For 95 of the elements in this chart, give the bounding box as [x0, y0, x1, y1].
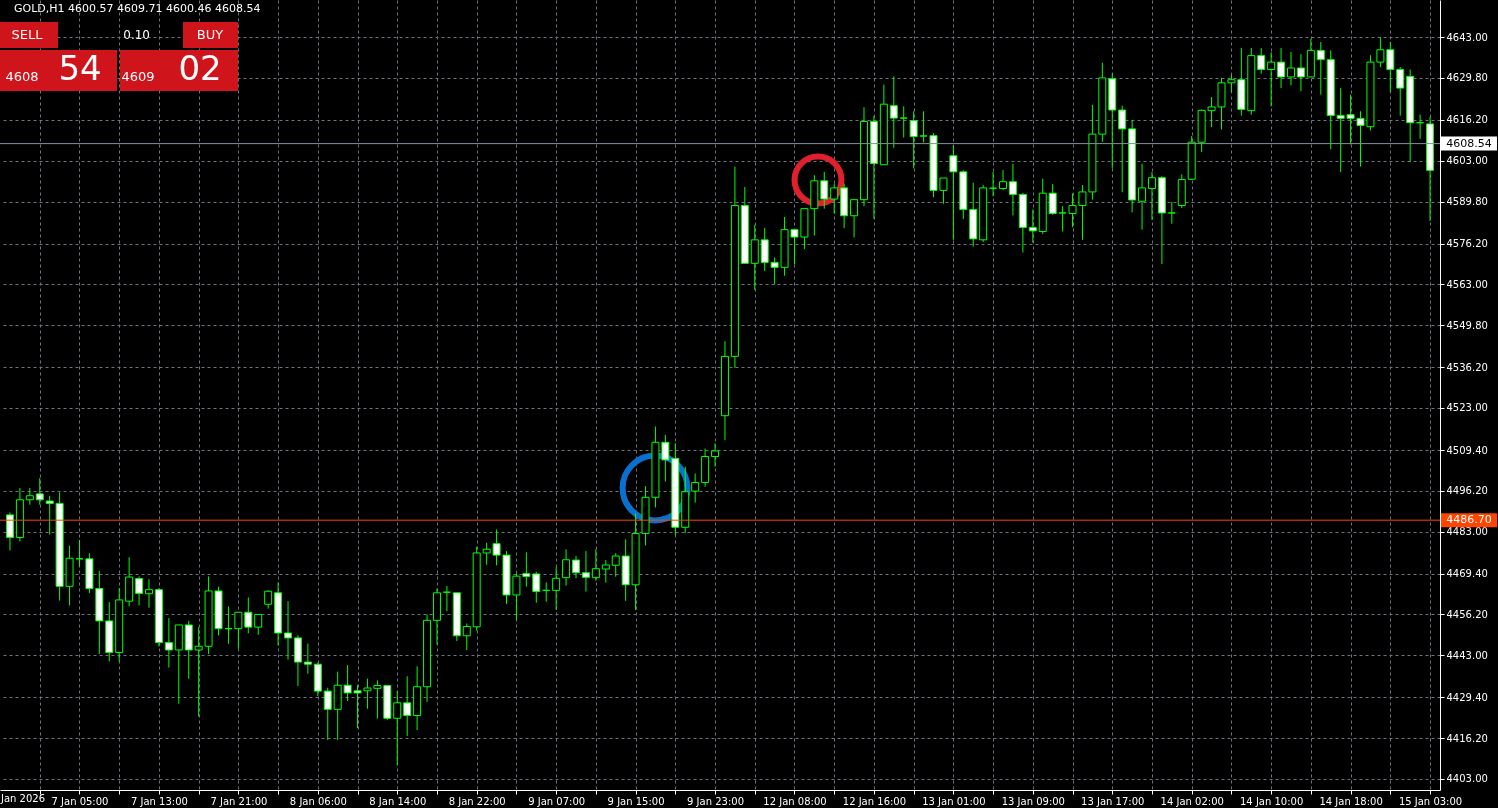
ref-line-label: 4486.70	[1446, 513, 1492, 527]
x-tick-label: 14 Jan 02:00	[1160, 795, 1224, 807]
candlestick	[1277, 47, 1286, 89]
x-tick-label: 9 Jan 07:00	[528, 795, 586, 807]
y-tick-label: 4536.20	[1446, 361, 1488, 373]
y-tick-label: 4643.00	[1446, 31, 1488, 43]
candlestick	[1058, 205, 1067, 232]
x-tick-label: 7 Jan 13:00	[130, 795, 188, 807]
annotation: 4609	[121, 69, 155, 84]
y-tick-label: 4416.20	[1446, 732, 1488, 744]
candlestick	[1138, 163, 1147, 231]
candlestick	[164, 617, 173, 669]
y-tick-label: 4616.20	[1446, 114, 1488, 126]
ref-line-label: 4608.54	[1446, 136, 1492, 150]
candlestick	[820, 171, 829, 210]
candlestick	[572, 555, 581, 579]
x-tick-label: 14 Jan 18:00	[1319, 795, 1383, 807]
candlestick	[144, 578, 153, 609]
x-tick-label: 7 Jan 05:00	[51, 795, 109, 807]
candlestick	[562, 548, 571, 587]
y-tick-label: 4429.40	[1446, 691, 1488, 703]
candlestick	[889, 75, 898, 149]
chart-subtitle: 4600.57 4609.71 4600.46 4608.54	[68, 2, 261, 15]
candlestick	[1028, 209, 1037, 244]
y-tick-label: 4496.20	[1446, 485, 1488, 497]
y-tick-label: 4629.80	[1446, 72, 1488, 84]
candlestick	[601, 559, 610, 584]
y-tick-label: 4576.20	[1446, 238, 1488, 250]
annotation: 54	[58, 48, 102, 88]
y-tick-label: 4549.80	[1446, 319, 1488, 331]
candlestick	[1008, 163, 1017, 216]
y-tick-label: 4603.00	[1446, 155, 1488, 167]
candlestick	[403, 675, 412, 737]
candlestick	[899, 105, 908, 139]
y-tick-label: 4469.40	[1446, 568, 1488, 580]
x-tick-label: 12 Jan 16:00	[842, 795, 907, 807]
y-tick-label: 4443.00	[1446, 649, 1488, 661]
candlestick	[284, 600, 293, 661]
annotation: 02	[178, 48, 222, 88]
x-tick-label: 7 Jan 21:00	[210, 795, 268, 807]
candlestick	[850, 199, 859, 238]
candlestick	[1257, 47, 1266, 75]
x-tick-label: 13 Jan 01:00	[922, 795, 986, 807]
x-tick-label: 8 Jan 06:00	[289, 795, 347, 807]
candlestick	[581, 550, 590, 593]
y-tick-label: 4456.20	[1446, 608, 1488, 620]
candlestick	[393, 690, 402, 766]
candlestick	[591, 548, 600, 582]
y-tick-label: 4509.40	[1446, 444, 1488, 456]
y-tick-label: 4403.00	[1446, 773, 1488, 785]
x-tick-label: 8 Jan 14:00	[369, 795, 427, 807]
candlestick	[303, 643, 312, 675]
candlestick	[1396, 66, 1405, 117]
text: Jan 2026	[0, 793, 46, 804]
annotation: BUY	[196, 27, 224, 42]
x-tick-label: 8 Jan 22:00	[448, 795, 506, 807]
candlestick	[750, 224, 759, 291]
candlestick	[323, 687, 332, 741]
candlestick	[552, 566, 561, 611]
candlestick	[1316, 41, 1325, 96]
candlestick	[264, 589, 273, 610]
x-tick-label: 14 Jan 10:00	[1239, 795, 1304, 807]
y-tick-label: 4563.00	[1446, 278, 1488, 290]
x-tick-label: 15 Jan 03:00	[1398, 795, 1463, 807]
candlestick	[1118, 105, 1127, 193]
candlestick	[1147, 171, 1156, 221]
candlestick	[909, 110, 918, 169]
annotation: 0.10	[123, 28, 150, 42]
candlestick	[5, 511, 14, 551]
candlestick	[611, 552, 620, 578]
y-tick-label: 4589.80	[1446, 196, 1488, 208]
y-tick-label: 4483.00	[1446, 526, 1488, 538]
candlestick	[919, 110, 928, 143]
x-tick-label: 9 Jan 23:00	[687, 795, 745, 807]
candlestick	[711, 442, 720, 468]
x-tick-label: 12 Jan 08:00	[763, 795, 827, 807]
chart-title: GOLD,H1	[14, 2, 65, 15]
candlestick	[1296, 53, 1305, 92]
x-tick-label: 13 Jan 17:00	[1081, 795, 1145, 807]
x-tick-label: 13 Jan 09:00	[1001, 795, 1065, 807]
candlestick	[830, 183, 839, 215]
y-tick-label: 4523.00	[1446, 402, 1488, 414]
annotation: 4608	[5, 69, 39, 84]
candlestick	[1167, 201, 1176, 225]
candlestick	[691, 473, 700, 504]
candlestick	[254, 613, 263, 636]
candlestick	[135, 575, 144, 606]
candlestick	[1267, 51, 1276, 107]
candlestick	[35, 477, 44, 506]
x-tick-label: 9 Jan 15:00	[607, 795, 665, 807]
candlestick	[1048, 183, 1057, 216]
annotation: SELL	[11, 27, 44, 42]
candlestick	[999, 169, 1008, 191]
candlestick	[1287, 51, 1296, 86]
candlestick	[462, 622, 471, 651]
